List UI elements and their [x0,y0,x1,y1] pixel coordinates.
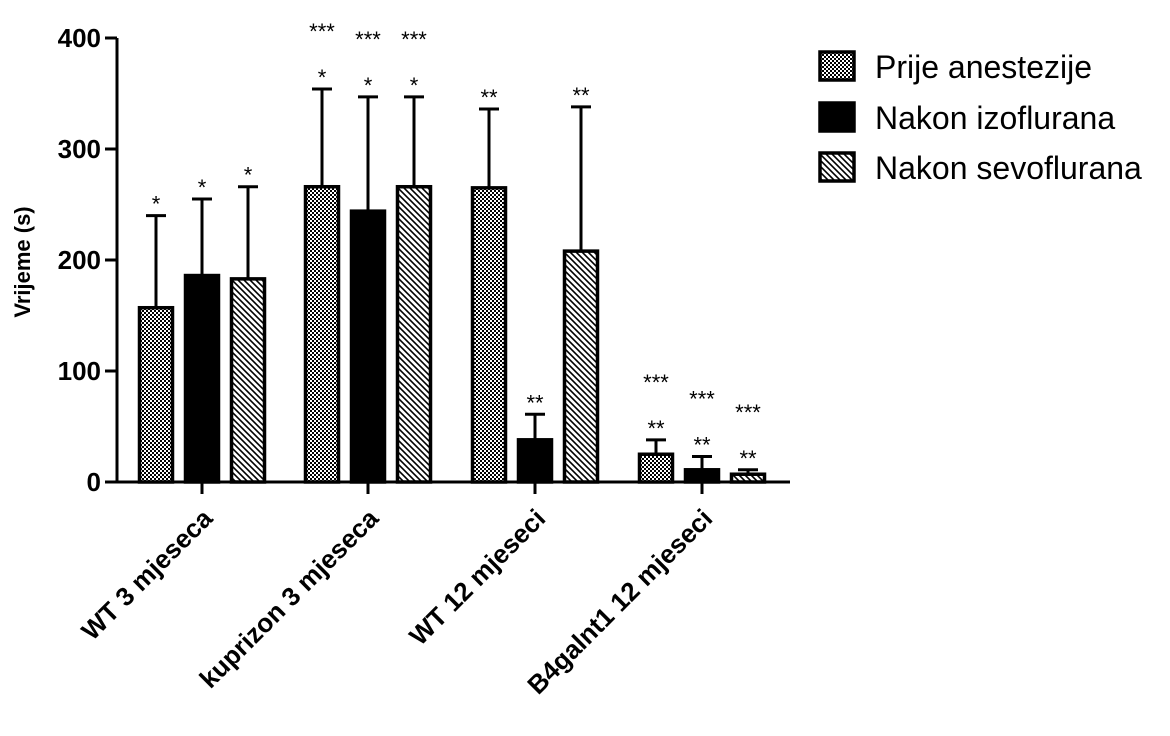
legend-label: Prije anestezije [875,49,1092,85]
bar [303,184,341,484]
bar [637,452,675,484]
bar [229,277,267,484]
significance-marker: *** [735,400,761,425]
significance-marker: * [364,73,373,98]
legend: Prije anestezije Nakon izoflurana Nakon se… [818,49,1142,186]
bar [183,273,221,484]
significance-marker: *** [309,19,335,44]
significance-marker: ** [647,416,665,441]
bar [395,184,433,484]
x-category-label: B4galnt1 12 mjeseci [521,503,718,700]
bar [470,186,508,484]
x-category-label: kuprizon 3 mjeseca [193,503,384,694]
significance-marker: *** [355,27,381,52]
y-tick-label: 200 [58,245,101,275]
x-category-label: WT 3 mjeseca [75,503,218,646]
significance-marker: *** [401,27,427,52]
x-category-label: WT 12 mjeseci [403,503,551,651]
y-axis-label: Vrijeme (s) [10,206,35,317]
significance-marker: * [410,73,419,98]
significance-marker: ** [693,432,711,457]
legend-label: Nakon izoflurana [875,100,1115,136]
significance-marker: * [244,163,253,188]
significance-marker: ** [739,446,757,471]
significance-marker: ** [526,390,544,415]
y-tick-label: 0 [87,467,101,497]
legend-swatch [818,101,856,133]
significance-annotations: ************************************ [152,19,762,471]
y-tick-label: 400 [58,23,101,53]
significance-marker: * [198,175,207,200]
bars [137,87,767,484]
legend-swatch [818,50,856,82]
significance-marker: * [152,192,161,217]
legend-swatch [818,151,856,183]
significance-marker: * [318,65,327,90]
y-tick-label: 100 [58,356,101,386]
bar [349,209,387,484]
significance-marker: ** [572,83,590,108]
significance-marker: *** [689,386,715,411]
bar [562,249,600,484]
legend-label: Nakon sevoflurana [875,150,1142,186]
significance-marker: ** [480,85,498,110]
significance-marker: *** [643,370,669,395]
bar [729,472,767,484]
bar [137,305,175,484]
y-tick-label: 300 [58,134,101,164]
bar [683,468,721,484]
bar [516,438,554,484]
